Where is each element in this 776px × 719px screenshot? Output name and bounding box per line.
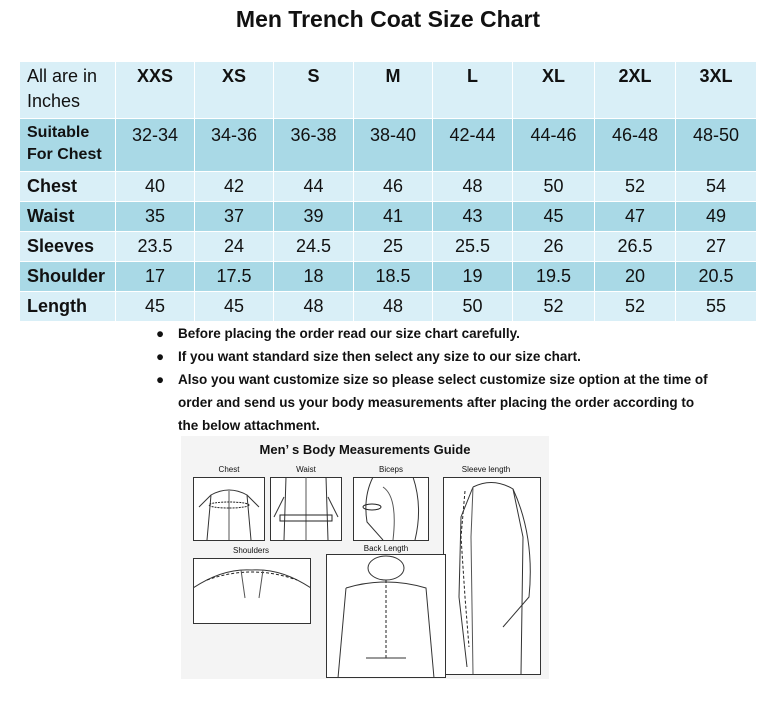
table-cell: 40 xyxy=(115,171,195,202)
table-cell: 24 xyxy=(194,231,274,262)
caption-sleeve-length: Sleeve length xyxy=(461,465,511,474)
table-cell: 45 xyxy=(115,291,195,322)
header-cell: All are in Inches xyxy=(19,61,116,119)
table-row: Suitable For Chest 32-34 34-36 36-38 38-… xyxy=(19,118,757,172)
caption-biceps: Biceps xyxy=(378,465,403,474)
bullet-icon: ● xyxy=(156,372,165,387)
table-row: Length 45 45 48 48 50 52 52 55 xyxy=(19,291,757,322)
table-cell: 18.5 xyxy=(353,261,433,292)
waist-figure-icon xyxy=(270,477,342,541)
table-row: Shoulder 17 17.5 18 18.5 19 19.5 20 20.5 xyxy=(19,261,757,292)
table-cell: 20 xyxy=(594,261,676,292)
table-cell: 43 xyxy=(432,201,513,232)
table-header-row: All are in Inches XXS XS S M L XL 2XL 3X… xyxy=(19,61,757,119)
table-cell: 19.5 xyxy=(512,261,595,292)
table-cell: 20.5 xyxy=(675,261,757,292)
note-item: ● If you want standard size then select a… xyxy=(152,345,712,368)
table-cell: 55 xyxy=(675,291,757,322)
table-cell: 17 xyxy=(115,261,195,292)
table-cell: 26.5 xyxy=(594,231,676,262)
header-cell: XS xyxy=(194,61,274,119)
table-cell: 49 xyxy=(675,201,757,232)
bullet-icon: ● xyxy=(156,326,165,341)
table-cell: 46-48 xyxy=(594,118,676,172)
header-cell: L xyxy=(432,61,513,119)
table-cell: 38-40 xyxy=(353,118,433,172)
header-cell: M xyxy=(353,61,433,119)
table-cell: 17.5 xyxy=(194,261,274,292)
table-cell: 27 xyxy=(675,231,757,262)
table-cell: 24.5 xyxy=(273,231,354,262)
measurement-guide-image: Men’ s Body Measurements Guide Chest Wai… xyxy=(181,436,549,679)
header-cell: XL xyxy=(512,61,595,119)
table-cell: 50 xyxy=(432,291,513,322)
row-label: Length xyxy=(19,291,116,322)
note-text: If you want standard size then select an… xyxy=(178,349,581,364)
guide-title: Men’ s Body Measurements Guide xyxy=(259,442,471,457)
row-label: Chest xyxy=(19,171,116,202)
caption-shoulders: Shoulders xyxy=(232,546,270,555)
row-label: Waist xyxy=(19,201,116,232)
table-cell: 18 xyxy=(273,261,354,292)
table-cell: 25.5 xyxy=(432,231,513,262)
caption-waist: Waist xyxy=(296,465,316,474)
header-cell: 3XL xyxy=(675,61,757,119)
table-cell: 34-36 xyxy=(194,118,274,172)
table-cell: 41 xyxy=(353,201,433,232)
table-cell: 52 xyxy=(594,171,676,202)
table-cell: 32-34 xyxy=(115,118,195,172)
table-cell: 39 xyxy=(273,201,354,232)
table-cell: 35 xyxy=(115,201,195,232)
table-cell: 52 xyxy=(512,291,595,322)
table-cell: 42 xyxy=(194,171,274,202)
table-cell: 50 xyxy=(512,171,595,202)
header-cell: S xyxy=(273,61,354,119)
bullet-icon: ● xyxy=(156,349,165,364)
row-label: Suitable For Chest xyxy=(19,118,116,172)
caption-chest: Chest xyxy=(218,465,240,474)
note-text: Also you want customize size so please s… xyxy=(178,372,708,433)
table-row: Waist 35 37 39 41 43 45 47 49 xyxy=(19,201,757,232)
table-cell: 23.5 xyxy=(115,231,195,262)
table-cell: 42-44 xyxy=(432,118,513,172)
table-cell: 47 xyxy=(594,201,676,232)
table-cell: 44 xyxy=(273,171,354,202)
table-cell: 19 xyxy=(432,261,513,292)
page-title: Men Trench Coat Size Chart xyxy=(235,6,541,32)
table-cell: 48 xyxy=(432,171,513,202)
chest-figure-icon xyxy=(193,477,265,541)
table-cell: 45 xyxy=(194,291,274,322)
order-notes: ● Before placing the order read our size … xyxy=(152,322,712,437)
sleeve-length-figure-icon xyxy=(443,477,541,675)
caption-back-length: Back Length xyxy=(363,544,409,553)
table-cell: 44-46 xyxy=(512,118,595,172)
table-cell: 45 xyxy=(512,201,595,232)
shoulders-figure-icon xyxy=(193,558,311,624)
back-length-figure-icon xyxy=(326,554,446,678)
biceps-figure-icon xyxy=(353,477,429,541)
row-label: Shoulder xyxy=(19,261,116,292)
row-label: Sleeves xyxy=(19,231,116,262)
table-cell: 48 xyxy=(273,291,354,322)
table-cell: 37 xyxy=(194,201,274,232)
size-chart-table: All are in Inches XXS XS S M L XL 2XL 3X… xyxy=(19,61,757,322)
header-cell: 2XL xyxy=(594,61,676,119)
header-cell: XXS xyxy=(115,61,195,119)
table-row: Chest 40 42 44 46 48 50 52 54 xyxy=(19,171,757,202)
table-cell: 48 xyxy=(353,291,433,322)
table-cell: 26 xyxy=(512,231,595,262)
note-item: ● Before placing the order read our size … xyxy=(152,322,712,345)
note-text: Before placing the order read our size c… xyxy=(178,326,520,341)
table-row: Sleeves 23.5 24 24.5 25 25.5 26 26.5 27 xyxy=(19,231,757,262)
table-cell: 25 xyxy=(353,231,433,262)
table-cell: 48-50 xyxy=(675,118,757,172)
table-cell: 36-38 xyxy=(273,118,354,172)
note-item: ● Also you want customize size so please … xyxy=(152,368,712,437)
table-cell: 52 xyxy=(594,291,676,322)
table-cell: 46 xyxy=(353,171,433,202)
table-cell: 54 xyxy=(675,171,757,202)
